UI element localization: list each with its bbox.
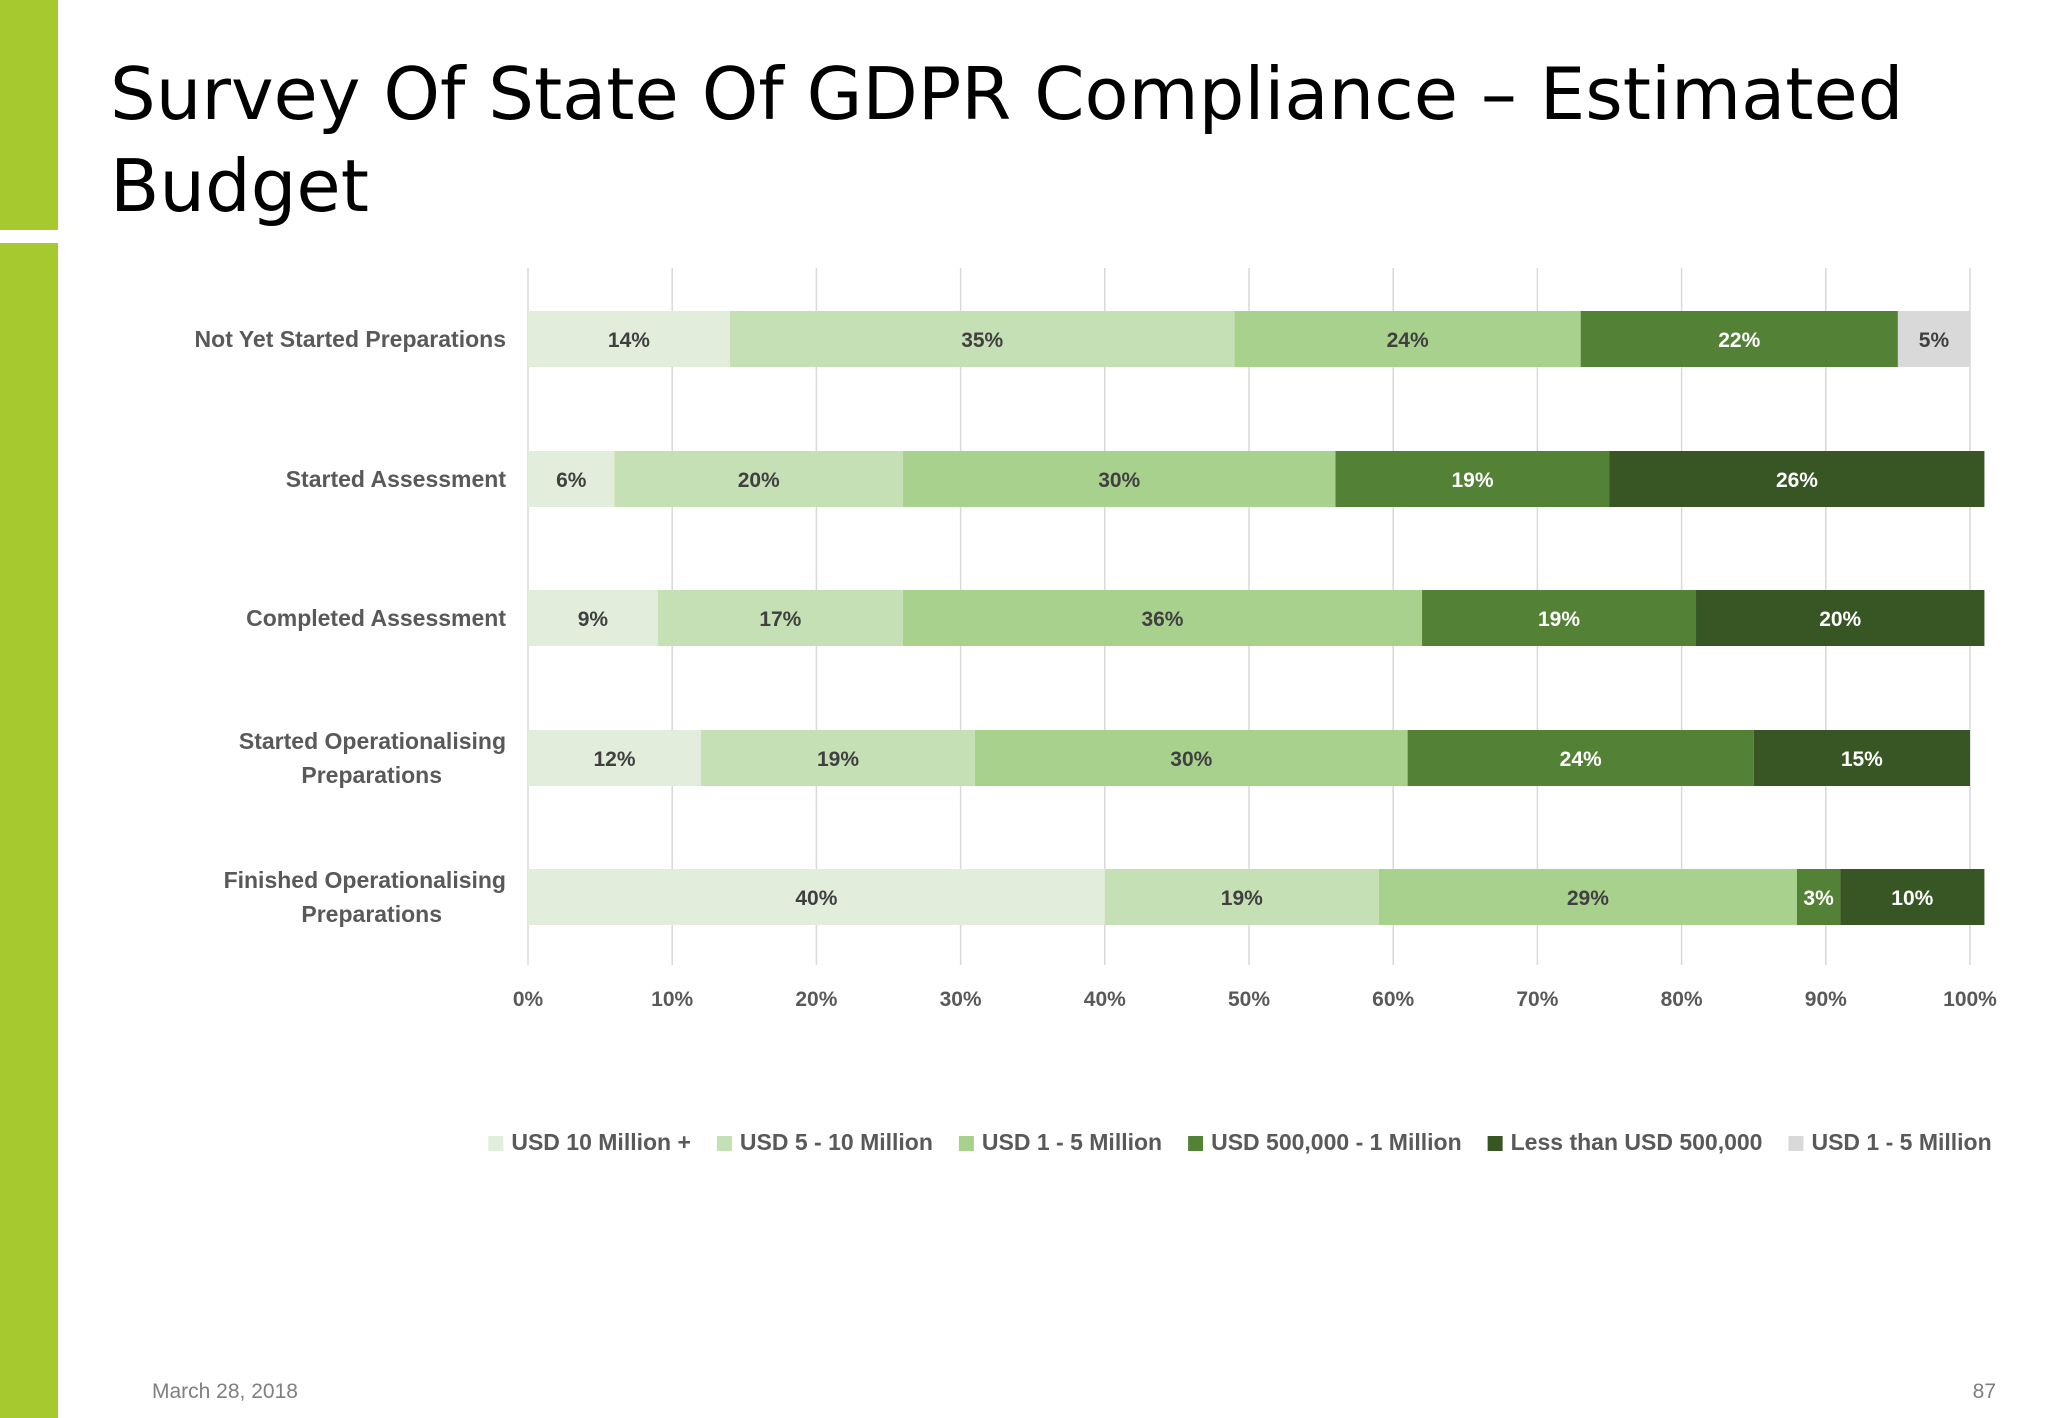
x-tick-label: 40% [1084, 988, 1126, 1011]
category-label: Completed Assessment [246, 605, 506, 631]
bar-segment [657, 590, 903, 646]
data-label: 17% [759, 608, 801, 631]
legend-swatch [958, 1136, 974, 1151]
legend-label: USD 500,000 - 1 Million [1211, 1129, 1462, 1155]
accent-bar-bottom [0, 243, 58, 1418]
legend-item: USD 5 - 10 Million [716, 1129, 933, 1155]
bar-segment [1335, 451, 1610, 507]
legend-item: USD 1 - 5 Million [958, 1129, 1162, 1155]
bar-segment [528, 869, 1105, 925]
bar-segment [1796, 869, 1841, 925]
bar-segment [528, 590, 658, 646]
data-label: 30% [1170, 748, 1212, 771]
bar-segment [528, 451, 615, 507]
data-label: 36% [1141, 608, 1183, 631]
legend-item: USD 500,000 - 1 Million [1188, 1129, 1462, 1155]
x-tick-label: 50% [1228, 988, 1270, 1011]
legend-label: USD 5 - 10 Million [740, 1129, 933, 1155]
bar-segment [1378, 869, 1797, 925]
data-label: 29% [1567, 887, 1609, 910]
x-tick-label: 20% [795, 988, 837, 1011]
x-tick-label: 90% [1805, 988, 1847, 1011]
data-label: 22% [1718, 329, 1760, 352]
x-tick-label: 0% [513, 988, 544, 1011]
data-label: 20% [1819, 608, 1861, 631]
accent-bar-top [0, 0, 58, 230]
footer-date: March 28, 2018 [152, 1380, 298, 1403]
legend-swatch [716, 1136, 732, 1151]
bar-segment [1234, 311, 1581, 367]
legend-item: USD 1 - 5 Million [1788, 1129, 1992, 1155]
data-label: 12% [594, 748, 636, 771]
category-label: Started Assessment [286, 466, 507, 492]
data-label: 24% [1560, 748, 1602, 771]
bar-segment [729, 311, 1235, 367]
bar-segment [528, 311, 730, 367]
category-label: Not Yet Started Preparations [195, 326, 506, 352]
bar-segment [1104, 869, 1379, 925]
data-label: 14% [608, 329, 650, 352]
bar-segment [1897, 311, 1970, 367]
data-label: 5% [1919, 329, 1950, 352]
legend-item: Less than USD 500,000 [1487, 1129, 1763, 1155]
legend-label: USD 1 - 5 Million [982, 1129, 1162, 1155]
data-label: 24% [1387, 329, 1429, 352]
data-label: 19% [1538, 608, 1580, 631]
data-label: 19% [817, 748, 859, 771]
category-label: Started Operationalising Preparations [239, 728, 506, 788]
bar-segment [1840, 869, 1985, 925]
data-label: 19% [1451, 469, 1493, 492]
x-tick-label: 30% [940, 988, 982, 1011]
slide-title: Survey Of State Of GDPR Compliance – Est… [110, 52, 1904, 228]
bar-segment [528, 730, 702, 786]
bar-segment [975, 730, 1408, 786]
page-number: 87 [1972, 1380, 1996, 1403]
x-tick-label: 80% [1661, 988, 1703, 1011]
bar-segment [902, 590, 1423, 646]
legend-swatch [1788, 1136, 1804, 1151]
data-label: 20% [738, 469, 780, 492]
bar-segment [902, 451, 1336, 507]
data-label: 3% [1803, 887, 1834, 910]
data-label: 35% [961, 329, 1003, 352]
data-label: 10% [1891, 887, 1933, 910]
data-label: 9% [578, 608, 609, 631]
legend-label: USD 10 Million + [511, 1129, 691, 1155]
bar-segment [1407, 730, 1754, 786]
legend-label: USD 1 - 5 Million [1811, 1129, 1991, 1155]
data-label: 19% [1221, 887, 1263, 910]
bar-segment [1753, 730, 1970, 786]
data-label: 15% [1841, 748, 1883, 771]
legend-swatch [1487, 1136, 1503, 1151]
x-tick-label: 60% [1372, 988, 1414, 1011]
bar-segment [701, 730, 976, 786]
data-label: 30% [1098, 469, 1140, 492]
x-tick-label: 10% [651, 988, 693, 1011]
bar-segment [1422, 590, 1697, 646]
legend-swatch [1188, 1136, 1204, 1151]
bar-segment [1580, 311, 1898, 367]
legend-swatch [488, 1136, 504, 1151]
legend-item: USD 10 Million + [488, 1129, 691, 1155]
legend-label: Less than USD 500,000 [1511, 1129, 1763, 1155]
bar-segment [1609, 451, 1985, 507]
data-label: 6% [556, 469, 587, 492]
category-label: Finished Operationalising Preparations [224, 867, 506, 927]
x-tick-label: 100% [1943, 988, 1997, 1011]
data-label: 26% [1776, 469, 1818, 492]
data-label: 40% [795, 887, 837, 910]
x-tick-label: 70% [1516, 988, 1558, 1011]
bar-segment [1696, 590, 1985, 646]
bar-segment [614, 451, 903, 507]
